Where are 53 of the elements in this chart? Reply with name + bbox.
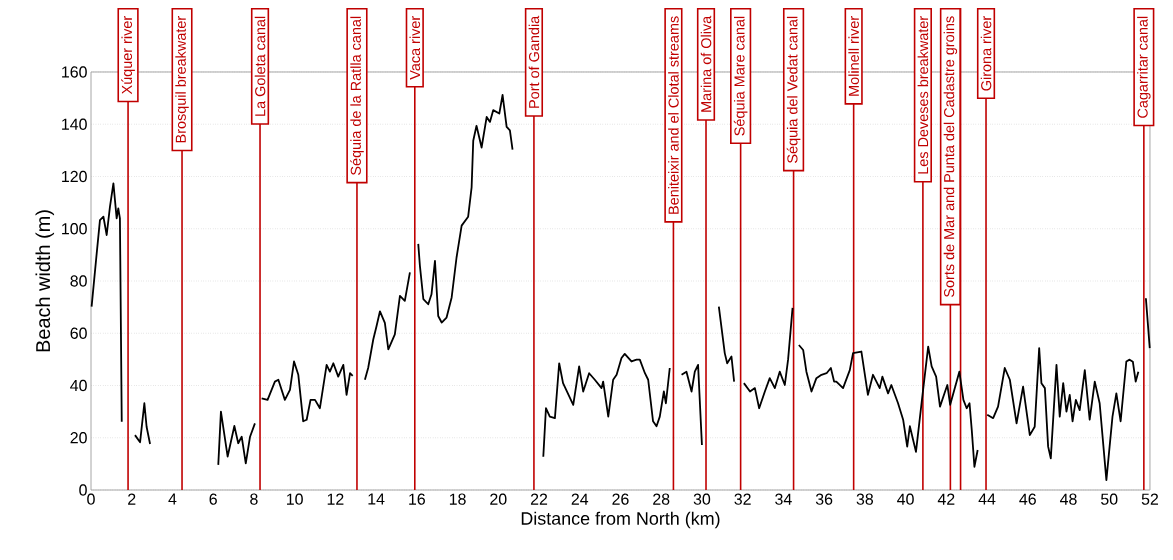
x-tick-label: 50 [1101,493,1118,505]
y-tick-label: 60 [70,327,87,339]
ref-line-label: Marina of Oliva [700,15,712,112]
x-tick-label: 30 [693,493,711,505]
x-tick-label: 48 [1059,493,1077,505]
ref-line-label: Cagarritar canal [1137,16,1151,118]
y-tick-label: 80 [70,275,87,287]
x-tick-label: 2 [128,493,136,505]
y-tick-label: 20 [70,432,87,444]
ref-line-label: Sorts de Mar and Punta del Cadastre groins [943,16,958,297]
x-tick-label: 10 [287,493,303,505]
x-tick-label: 28 [653,493,670,505]
x-tick-label: 52 [1141,493,1159,505]
x-axis-title: Distance from North (km) [521,511,720,529]
ref-line-label: Brosquil breakwater [175,16,189,143]
ref-line-label: Séquia del Vedat canal [786,16,801,163]
y-tick-label: 0 [79,484,87,496]
x-tick-label: 24 [571,493,589,505]
x-tick-label: 20 [490,493,507,505]
x-tick-label: 26 [612,493,629,505]
x-tick-label: 32 [734,493,751,505]
x-tick-label: 38 [856,493,874,505]
x-tick-label: 46 [1019,493,1036,505]
x-tick-label: 8 [250,493,258,505]
ref-line-label: Molinell river [848,16,859,96]
ref-line-label: Séquia de la Ratlla canal [350,16,364,175]
ref-line-label: Séquia Mare canal [733,16,748,136]
x-tick-label: 34 [775,493,792,505]
y-tick-label: 160 [62,66,87,78]
ref-line-label: Vaca river [409,16,421,80]
y-tick-label: 40 [70,379,87,392]
y-tick-label: 140 [62,118,87,130]
x-tick-label: 22 [530,493,548,505]
y-tick-label: 100 [62,223,87,235]
y-tick-label: 120 [62,170,87,183]
ref-line-label: Girona river [980,16,992,91]
x-tick-label: 14 [368,493,385,505]
x-tick-label: 40 [897,493,914,505]
x-tick-label: 42 [937,493,955,505]
x-tick-label: 6 [209,493,217,505]
x-tick-label: 44 [978,493,996,505]
x-tick-label: 12 [327,493,344,505]
x-tick-label: 4 [168,493,177,505]
x-tick-label: 16 [409,493,425,505]
ref-line-label: Xúquer river [121,16,135,95]
x-tick-label: 36 [815,493,833,505]
x-tick-label: 0 [87,493,95,505]
ref-line-label: Port of Gandia [528,15,540,108]
ref-line-label: La Goleta canal [254,16,266,116]
x-tick-label: 18 [449,493,466,505]
ref-line-label: Les Deveses breakwater [917,16,929,174]
ref-line-label: Beniteixir and el Clotal streams [668,16,679,214]
y-axis-title: Beach width (m) [35,210,55,352]
